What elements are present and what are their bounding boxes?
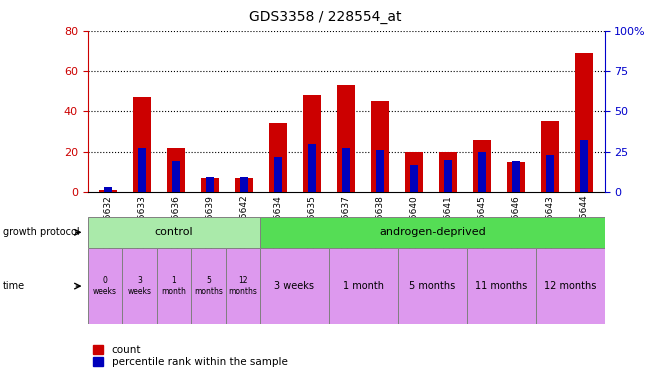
Bar bbox=[541, 121, 560, 192]
Bar bbox=[546, 155, 554, 192]
Bar bbox=[444, 160, 452, 192]
Text: 5 months: 5 months bbox=[409, 281, 456, 291]
Bar bbox=[303, 95, 322, 192]
Bar bbox=[260, 217, 604, 248]
Text: androgen-deprived: androgen-deprived bbox=[379, 227, 486, 237]
Bar bbox=[157, 248, 191, 324]
Bar bbox=[88, 217, 260, 248]
Bar bbox=[235, 178, 254, 192]
Bar bbox=[467, 248, 536, 324]
Bar bbox=[507, 162, 525, 192]
Bar bbox=[370, 101, 389, 192]
Bar bbox=[191, 248, 226, 324]
Bar bbox=[260, 248, 329, 324]
Bar bbox=[206, 177, 215, 192]
Text: 5
months: 5 months bbox=[194, 276, 223, 296]
Bar bbox=[88, 248, 122, 324]
Bar bbox=[473, 140, 491, 192]
Bar bbox=[104, 187, 112, 192]
Text: GDS3358 / 228554_at: GDS3358 / 228554_at bbox=[249, 10, 401, 23]
Bar bbox=[167, 148, 185, 192]
Bar bbox=[274, 157, 282, 192]
Text: 11 months: 11 months bbox=[475, 281, 527, 291]
Bar bbox=[99, 190, 118, 192]
Text: 3 weeks: 3 weeks bbox=[274, 281, 315, 291]
Text: 12 months: 12 months bbox=[544, 281, 596, 291]
Bar bbox=[122, 248, 157, 324]
Bar bbox=[226, 248, 260, 324]
Text: 12
months: 12 months bbox=[228, 276, 257, 296]
Bar bbox=[410, 165, 419, 192]
Bar bbox=[536, 248, 605, 324]
Bar bbox=[337, 85, 356, 192]
Bar bbox=[512, 161, 521, 192]
Bar bbox=[575, 53, 593, 192]
Text: 3
weeks: 3 weeks bbox=[127, 276, 151, 296]
Text: time: time bbox=[3, 281, 25, 291]
Bar bbox=[269, 124, 287, 192]
Text: growth protocol: growth protocol bbox=[3, 227, 80, 237]
Bar bbox=[439, 152, 458, 192]
Bar bbox=[398, 248, 467, 324]
Bar bbox=[240, 177, 248, 192]
Bar bbox=[580, 141, 588, 192]
Bar bbox=[138, 149, 146, 192]
Text: control: control bbox=[155, 227, 193, 237]
Bar bbox=[172, 161, 181, 192]
Bar bbox=[201, 178, 220, 192]
Bar bbox=[478, 152, 486, 192]
Text: 1 month: 1 month bbox=[343, 281, 384, 291]
Legend: count, percentile rank within the sample: count, percentile rank within the sample bbox=[93, 345, 287, 367]
Bar bbox=[376, 150, 384, 192]
Text: 0
weeks: 0 weeks bbox=[93, 276, 117, 296]
Bar bbox=[329, 248, 398, 324]
Bar bbox=[405, 152, 423, 192]
Text: 1
month: 1 month bbox=[161, 276, 187, 296]
Bar bbox=[133, 97, 151, 192]
Bar bbox=[308, 144, 317, 192]
Bar bbox=[342, 149, 350, 192]
